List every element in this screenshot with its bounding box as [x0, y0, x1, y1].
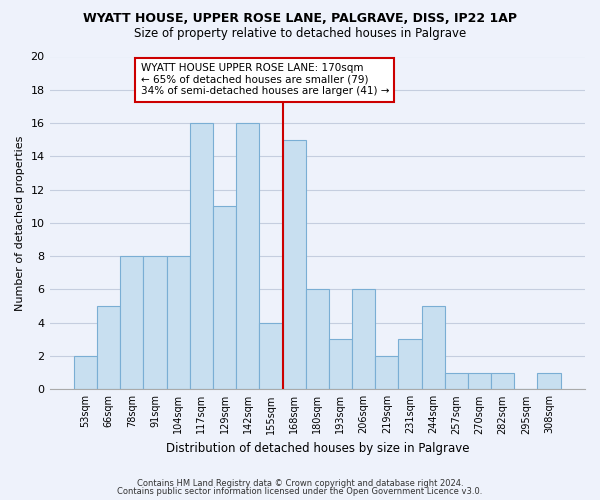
- Bar: [259, 322, 283, 390]
- Bar: [283, 140, 305, 390]
- Bar: [398, 340, 422, 390]
- Bar: [143, 256, 167, 390]
- Bar: [375, 356, 398, 390]
- Text: Contains public sector information licensed under the Open Government Licence v3: Contains public sector information licen…: [118, 487, 482, 496]
- Bar: [445, 372, 468, 390]
- Bar: [120, 256, 143, 390]
- Bar: [97, 306, 120, 390]
- Text: Contains HM Land Registry data © Crown copyright and database right 2024.: Contains HM Land Registry data © Crown c…: [137, 478, 463, 488]
- Bar: [538, 372, 560, 390]
- Bar: [236, 123, 259, 390]
- Bar: [213, 206, 236, 390]
- Bar: [468, 372, 491, 390]
- Y-axis label: Number of detached properties: Number of detached properties: [15, 135, 25, 310]
- X-axis label: Distribution of detached houses by size in Palgrave: Distribution of detached houses by size …: [166, 442, 469, 455]
- Bar: [422, 306, 445, 390]
- Bar: [190, 123, 213, 390]
- Bar: [491, 372, 514, 390]
- Text: WYATT HOUSE UPPER ROSE LANE: 170sqm
← 65% of detached houses are smaller (79)
34: WYATT HOUSE UPPER ROSE LANE: 170sqm ← 65…: [140, 63, 389, 96]
- Bar: [167, 256, 190, 390]
- Bar: [329, 340, 352, 390]
- Text: WYATT HOUSE, UPPER ROSE LANE, PALGRAVE, DISS, IP22 1AP: WYATT HOUSE, UPPER ROSE LANE, PALGRAVE, …: [83, 12, 517, 26]
- Bar: [352, 290, 375, 390]
- Bar: [305, 290, 329, 390]
- Text: Size of property relative to detached houses in Palgrave: Size of property relative to detached ho…: [134, 28, 466, 40]
- Bar: [74, 356, 97, 390]
